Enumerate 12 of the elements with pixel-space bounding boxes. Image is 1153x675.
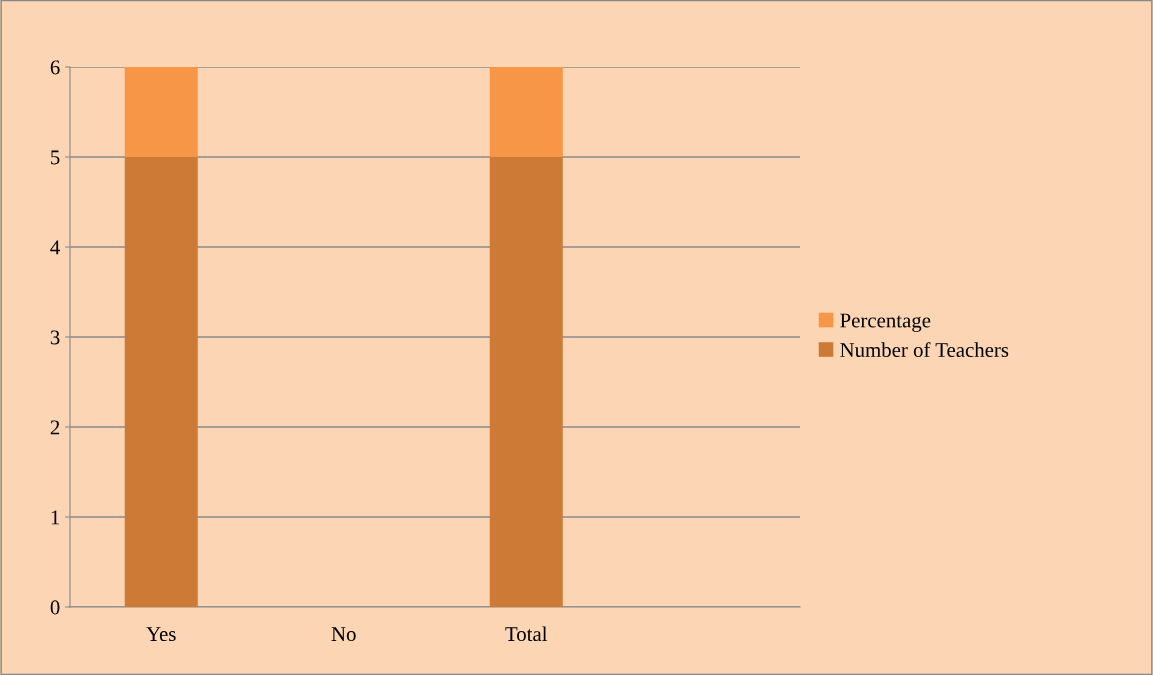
legend-label: Number of Teachers — [840, 342, 1009, 358]
x-tick-label: Total — [505, 626, 548, 642]
y-tick-label: 2 — [50, 420, 60, 435]
legend-label: Percentage — [840, 313, 931, 332]
y-tick-label: 0 — [50, 600, 60, 615]
x-tick-label: Yes — [146, 627, 176, 642]
y-tick-label: 6 — [50, 60, 60, 75]
x-tick-label: No — [331, 627, 356, 642]
y-tick-label: 3 — [50, 330, 60, 345]
y-tick-label: 1 — [51, 510, 60, 525]
y-tick-label: 4 — [50, 240, 60, 255]
y-tick-label: 5 — [51, 150, 60, 165]
